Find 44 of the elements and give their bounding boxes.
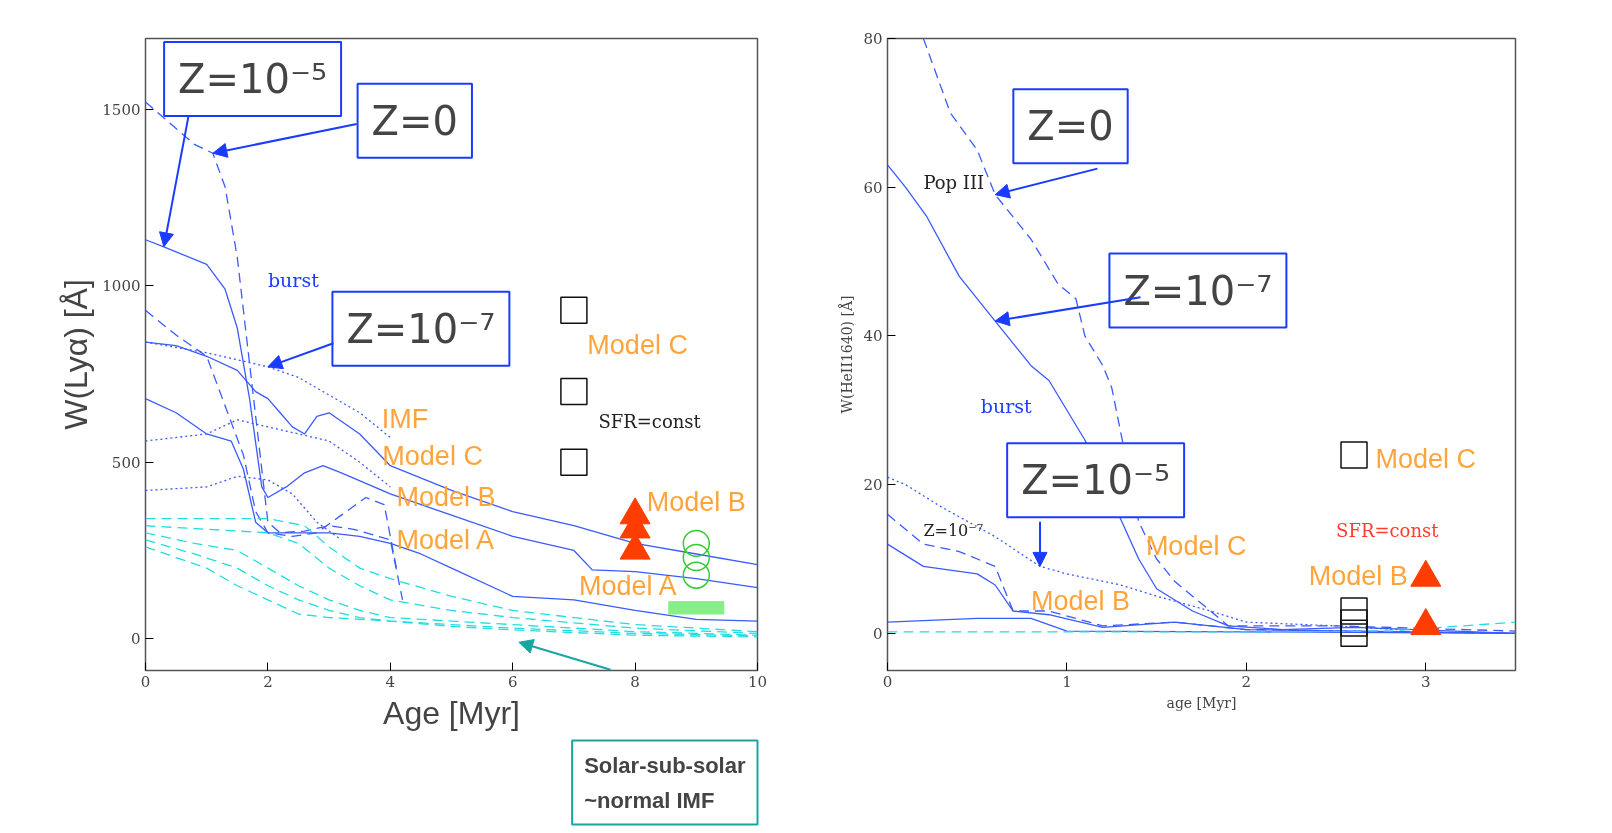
y-tick-label: 1000	[102, 277, 141, 296]
y-tick-label: 60	[863, 178, 883, 197]
y-axis-title: W(HeII1640) [Å]	[838, 295, 856, 414]
y-tick-label: 500	[111, 453, 141, 472]
annotation: Pop III	[923, 172, 985, 194]
annotation: Model B	[1031, 586, 1131, 617]
annotation: burst	[980, 394, 1033, 417]
annotation: Model B	[646, 487, 746, 518]
annotation: SFR=const	[1336, 520, 1440, 542]
x-tick-label: 6	[507, 672, 518, 691]
annotation: Z=0	[371, 97, 458, 144]
y-tick-label: 80	[863, 30, 883, 48]
annotation: Model A	[396, 525, 494, 556]
annotation: Model A	[578, 570, 677, 601]
annotation: Z=10⁻⁷	[923, 521, 984, 541]
x-tick-label: 4	[385, 672, 396, 691]
y-tick-label: 1500	[102, 100, 141, 119]
annotation: IMF	[381, 404, 429, 435]
y-axis-title: W(Lyα) [Å]	[58, 279, 95, 430]
y-tick-label: 0	[872, 624, 883, 643]
y-tick-label: 20	[863, 476, 883, 495]
annotation: Model C	[1375, 444, 1477, 475]
annotation: Z=10⁻⁷	[346, 305, 496, 352]
annotation: Model C	[1145, 530, 1247, 561]
annotation: Z=10⁻⁷	[1123, 267, 1273, 314]
annotation: SFR=const	[598, 410, 702, 432]
text: Solar-sub-solar ~normal IMF	[584, 752, 746, 813]
x-tick-label: 2	[1241, 672, 1252, 691]
x-axis-title: Age [Myr]	[383, 694, 520, 731]
annotation: Model C	[382, 441, 483, 472]
x-tick-label: 10	[747, 672, 768, 691]
x-tick-label: 3	[1421, 672, 1431, 691]
x-tick-label: 1	[1062, 672, 1072, 691]
x-axis-title: age [Myr]	[1166, 694, 1237, 711]
x-tick-label: 2	[263, 672, 273, 691]
y-tick-label: 40	[863, 327, 883, 346]
annotation: burst	[267, 269, 320, 292]
annotation: Z=10⁻⁵	[1021, 457, 1171, 504]
annotation: Model B	[1308, 561, 1408, 592]
annotation: Z=10⁻⁵	[178, 56, 328, 103]
annotation: Z=0	[1027, 103, 1114, 150]
annotation: Model C	[587, 330, 688, 361]
y-tick-label: 0	[130, 630, 141, 649]
x-tick-label: 8	[630, 672, 640, 691]
